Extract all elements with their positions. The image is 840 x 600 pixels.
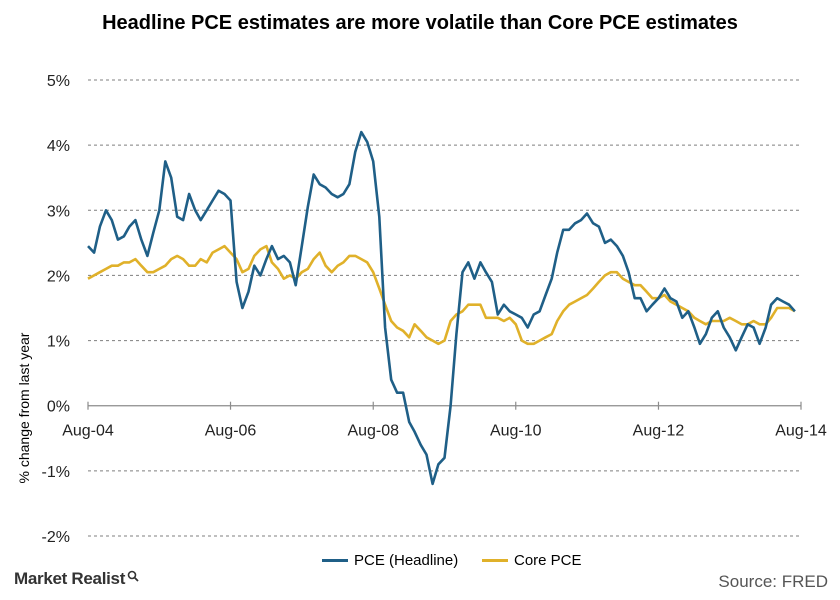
x-tick-label: Aug-10 (490, 423, 542, 440)
legend-item-headline: PCE (Headline) (322, 552, 458, 569)
legend-label-core: Core PCE (514, 552, 582, 569)
chart-title: Headline PCE estimates are more volatile… (102, 12, 738, 34)
y-tick-label: 4% (47, 138, 70, 155)
y-tick-label: 3% (47, 203, 70, 220)
series-line-headline (87, 130, 796, 486)
legend-swatch-core (482, 559, 508, 562)
logo-text: Market Realist (14, 569, 126, 588)
x-tick-label: Aug-08 (347, 423, 399, 440)
legend-item-core: Core PCE (482, 552, 582, 569)
y-tick-label: 0% (47, 399, 70, 416)
series-line-core (87, 244, 796, 346)
x-tick-label: Aug-06 (205, 423, 257, 440)
y-tick-label: 2% (47, 268, 70, 285)
y-tick-label: 5% (47, 73, 70, 90)
y-tick-label: -2% (42, 529, 70, 546)
source-note: Source: FRED (718, 572, 828, 591)
y-tick-label: -1% (42, 464, 70, 481)
magnifier-icon (127, 567, 139, 582)
y-tick-label: 1% (47, 334, 70, 351)
x-tick-label: Aug-04 (62, 423, 114, 440)
line-chart: -2% -1% 0% 1% 2% 3% 4% 5% Aug-04 Aug-06 Aug-08 Aug-… (42, 73, 827, 546)
market-realist-logo: Market Realist (14, 569, 139, 589)
x-tick-label: Aug-14 (775, 423, 827, 440)
x-tick-label: Aug-12 (633, 423, 685, 440)
legend-label-headline: PCE (Headline) (354, 552, 459, 569)
legend-swatch-headline (322, 559, 348, 562)
